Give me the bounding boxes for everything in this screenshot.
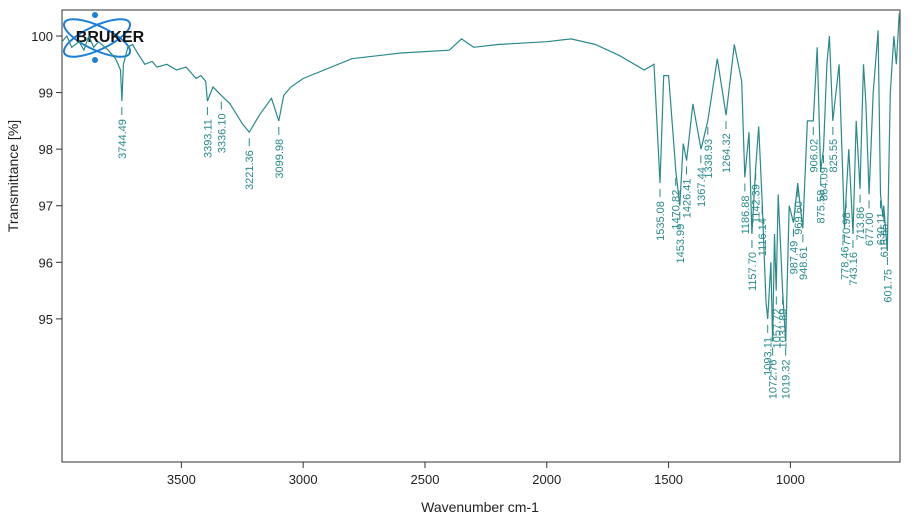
peak-label: 3393.11 bbox=[202, 119, 214, 158]
peak-label: 987.49 bbox=[788, 241, 800, 275]
peak-label: 1019.32 bbox=[781, 360, 793, 400]
peak-label: 3336.10 bbox=[216, 113, 228, 153]
peak-label: 1157.70 bbox=[747, 252, 759, 291]
x-axis-label: Wavenumber cm-1 bbox=[421, 499, 539, 515]
peak-label: 1338.93 bbox=[703, 139, 715, 179]
peak-label: 948.61 bbox=[798, 246, 810, 280]
peak-label: 677.00 bbox=[864, 212, 876, 246]
peak-label: 770.98 bbox=[841, 212, 853, 246]
y-tick-label: 98 bbox=[39, 142, 53, 157]
y-tick-label: 99 bbox=[39, 86, 53, 101]
peak-label: 1116.14 bbox=[757, 218, 769, 256]
x-tick-label: 2000 bbox=[532, 472, 561, 487]
peak-label: 1031.89 bbox=[778, 309, 790, 349]
spectrum-line bbox=[61, 13, 900, 342]
peak-label: 1186.88 bbox=[740, 195, 752, 234]
y-tick-label: 96 bbox=[39, 255, 53, 270]
peak-label: 1367.44 bbox=[696, 167, 708, 207]
peak-label: 1142.39 bbox=[751, 184, 763, 223]
peak-label: 1264.32 bbox=[721, 133, 733, 173]
peak-label: 3221.36 bbox=[244, 150, 256, 190]
peak-label: 1426.41 bbox=[682, 178, 694, 218]
peak-label: 3099.98 bbox=[274, 139, 286, 179]
logo-text: BRUKER bbox=[76, 29, 145, 46]
peak-label: 743.16 bbox=[848, 252, 860, 286]
x-tick-label: 2500 bbox=[411, 472, 440, 487]
peak-label: 1057.72 bbox=[771, 309, 783, 349]
peak-label: 1453.99 bbox=[675, 224, 687, 264]
x-tick-label: 3000 bbox=[289, 472, 318, 487]
peak-label: 1535.08 bbox=[655, 201, 667, 241]
peak-label: 1093.11 bbox=[763, 337, 775, 376]
x-tick-label: 3500 bbox=[167, 472, 196, 487]
peak-label: 825.55 bbox=[828, 139, 840, 173]
peak-label: 713.86 bbox=[855, 207, 867, 241]
plot-frame bbox=[61, 9, 901, 463]
peak-label: 778.46 bbox=[839, 246, 851, 280]
y-tick-label: 97 bbox=[39, 199, 53, 214]
y-tick-label: 95 bbox=[39, 312, 53, 327]
peak-label: 616.65 bbox=[879, 224, 891, 258]
peak-label: 864.09 bbox=[818, 167, 830, 201]
peak-label: 1072.76 bbox=[768, 360, 780, 400]
y-axis-label: Transmittance [%] bbox=[5, 120, 21, 232]
x-tick-label: 1500 bbox=[654, 472, 683, 487]
peak-label: 601.75 bbox=[882, 269, 894, 303]
peak-label: 969.60 bbox=[793, 201, 805, 235]
x-tick-label: 1000 bbox=[776, 472, 805, 487]
logo: BRUKER bbox=[62, 12, 145, 63]
peak-label: 630.11 bbox=[875, 212, 887, 245]
peak-label: 3744.49 bbox=[117, 119, 129, 159]
peak-label: 906.02 bbox=[808, 139, 820, 173]
peak-label: 875.58 bbox=[816, 190, 828, 224]
y-tick-label: 100 bbox=[31, 29, 53, 44]
